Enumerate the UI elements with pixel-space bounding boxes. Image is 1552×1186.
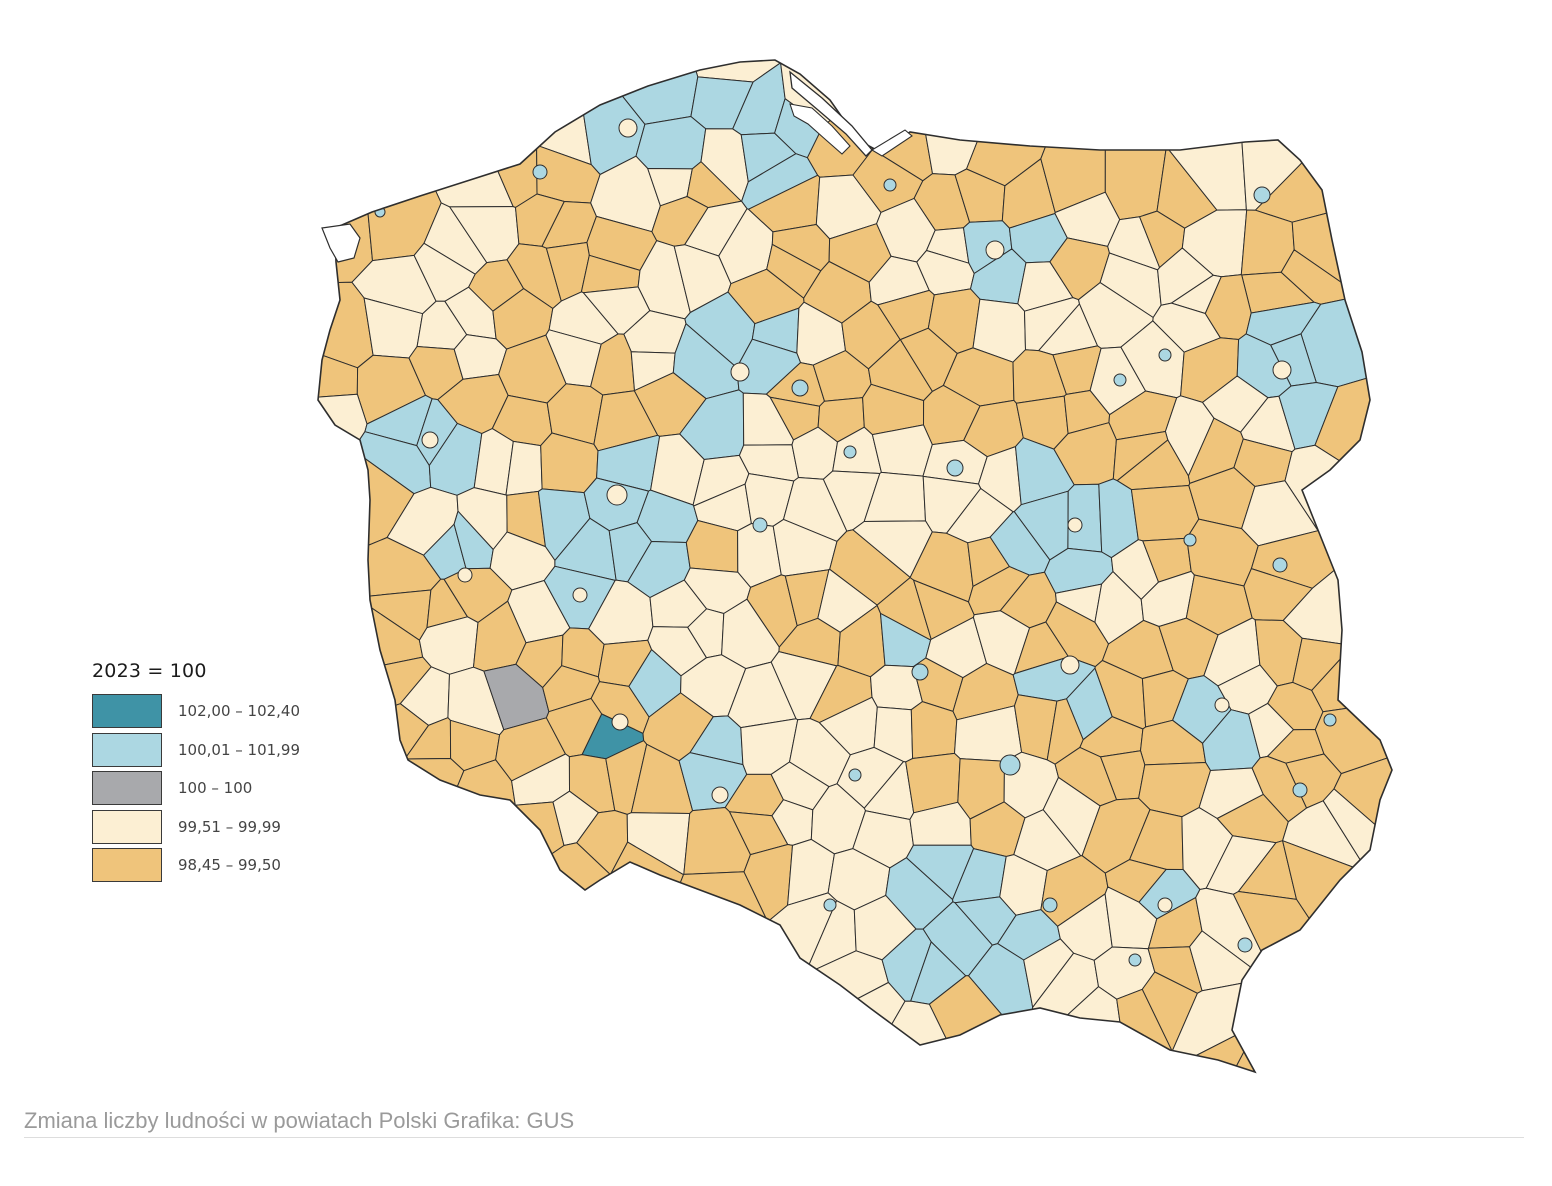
map-legend: 2023 = 100 102,00 – 102,40 100,01 – 101,… [92,660,392,885]
powiat-region [1104,68,1167,221]
figure-caption: Zmiana liczby ludności w powiatach Polsk… [24,1108,575,1133]
powiat-region [376,62,514,208]
legend-label: 100 – 100 [178,779,253,798]
city-powiat [421,431,439,449]
legend-label: 99,51 – 99,99 [178,817,281,836]
city-powiat [999,754,1021,776]
city-powiat [618,118,638,138]
powiat-region [458,842,622,990]
powiat-region [626,871,769,1017]
city-powiat [791,379,809,397]
city-powiat [843,445,857,459]
city-powiat [1113,373,1127,387]
legend-swatch [92,732,162,767]
powiat-region [852,520,933,578]
powiat-region [871,424,933,477]
city-powiat [532,164,548,180]
city-powiat [1323,713,1337,727]
city-powiat [611,713,629,731]
city-powiat [1157,897,1173,913]
powiat-region [910,701,958,759]
city-powiat [1272,557,1288,573]
city-powiat [1237,937,1253,953]
city-powiat [572,587,588,603]
powiat-region [318,393,368,527]
city-powiat [946,459,964,477]
powiat-region [656,60,840,83]
city-powiat [1183,533,1197,547]
city-powiat [1272,360,1292,380]
powiat-region [1300,292,1392,388]
powiat-region [318,281,374,369]
city-powiat [1214,697,1230,713]
powiat-region [464,801,565,914]
legend-label: 98,45 – 99,50 [178,856,281,875]
city-powiat [1253,186,1271,204]
legend-label: 102,00 – 102,40 [178,702,301,721]
szczecin-lagoon [321,223,361,263]
city-powiat [1158,348,1172,362]
legend-title: 2023 = 100 [92,660,207,682]
legend-item-5: 98,45 – 99,50 [92,846,392,885]
map-canvas [317,59,1393,1074]
legend-swatch [92,848,162,883]
powiat-region [906,844,975,900]
legend-item-3: 100 – 100 [92,769,392,808]
legend-item-2: 100,01 – 101,99 [92,731,392,770]
city-powiat [823,898,837,912]
city-powiat [730,362,750,382]
powiat-region [1040,68,1106,213]
city-powiat [711,786,729,804]
poland-population-map [317,59,1393,1074]
powiat-region [635,116,707,170]
city-powiat [1060,655,1080,675]
city-powiat [911,663,929,681]
legend-label: 100,01 – 101,99 [178,740,301,759]
legend-item-1: 102,00 – 102,40 [92,692,392,731]
city-powiat [1067,517,1083,533]
city-powiat [985,240,1005,260]
powiat-region [1130,485,1200,542]
city-powiat [848,768,862,782]
city-powiat [1128,953,1142,967]
gdansk-bay [789,70,913,157]
legend-swatch [92,694,162,729]
legend-item-4: 99,51 – 99,99 [92,808,392,847]
city-powiat [606,484,628,506]
legend-swatch [92,809,162,844]
powiat-region [464,60,592,166]
city-powiat [457,567,473,583]
city-powiat [1292,782,1308,798]
city-powiat [752,517,768,533]
city-powiat [883,178,897,192]
powiat-region [749,982,906,1072]
powiaty-layer [318,60,1392,1072]
legend-swatch [92,771,162,806]
caption-divider [24,1137,1524,1138]
city-powiat [1042,897,1058,913]
powiat-region [405,759,516,913]
